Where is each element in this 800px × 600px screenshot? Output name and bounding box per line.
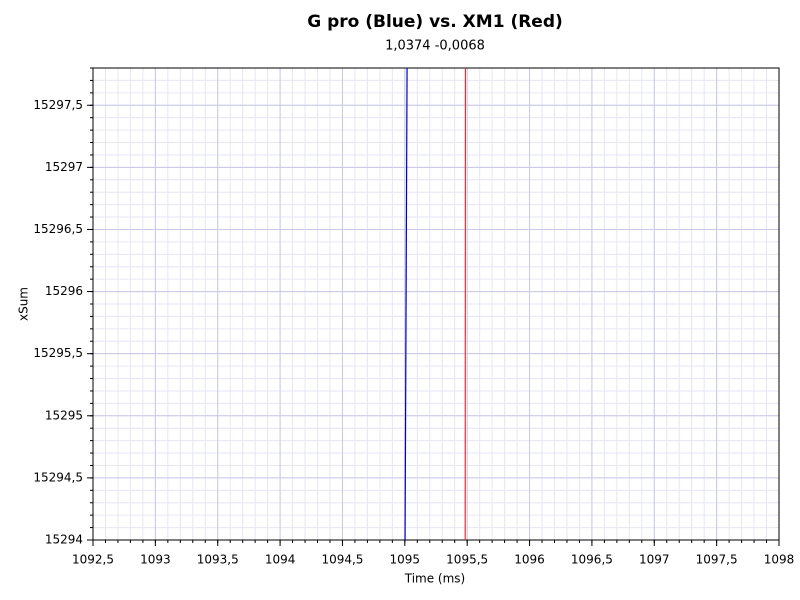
x-tick-label: 1094 bbox=[265, 553, 296, 567]
x-tick-label: 1094,5 bbox=[321, 553, 363, 567]
x-tick-label: 1093 bbox=[140, 553, 171, 567]
y-axis-label: xSum bbox=[17, 287, 31, 321]
x-tick-label: 1097,5 bbox=[696, 553, 738, 567]
y-tick-label: 15297 bbox=[45, 160, 83, 174]
x-tick-label: 1092,5 bbox=[72, 553, 114, 567]
y-tick-label: 15295,5 bbox=[33, 346, 83, 360]
y-tick-label: 15296,5 bbox=[33, 222, 83, 236]
x-tick-label: 1095,5 bbox=[446, 553, 488, 567]
y-tick-label: 15297,5 bbox=[33, 98, 83, 112]
x-tick-label: 1098 bbox=[764, 553, 795, 567]
plot-frame bbox=[92, 67, 780, 541]
y-tick-label: 15294 bbox=[45, 533, 83, 547]
y-tick-label: 15294,5 bbox=[33, 470, 83, 484]
y-tick-label: 15296 bbox=[45, 284, 83, 298]
x-tick-label: 1096 bbox=[514, 553, 545, 567]
series-line bbox=[404, 67, 408, 541]
chart-subtitle: 1,0374 -0,0068 bbox=[385, 39, 485, 54]
chart-title: G pro (Blue) vs. XM1 (Red) bbox=[307, 12, 563, 32]
x-tick-label: 1095 bbox=[390, 553, 421, 567]
x-axis-label: Time (ms) bbox=[404, 572, 466, 586]
y-tick-label: 15295 bbox=[45, 408, 83, 422]
x-tick-label: 1093,5 bbox=[197, 553, 239, 567]
x-tick-label: 1096,5 bbox=[571, 553, 613, 567]
x-tick-label: 1097 bbox=[639, 553, 670, 567]
